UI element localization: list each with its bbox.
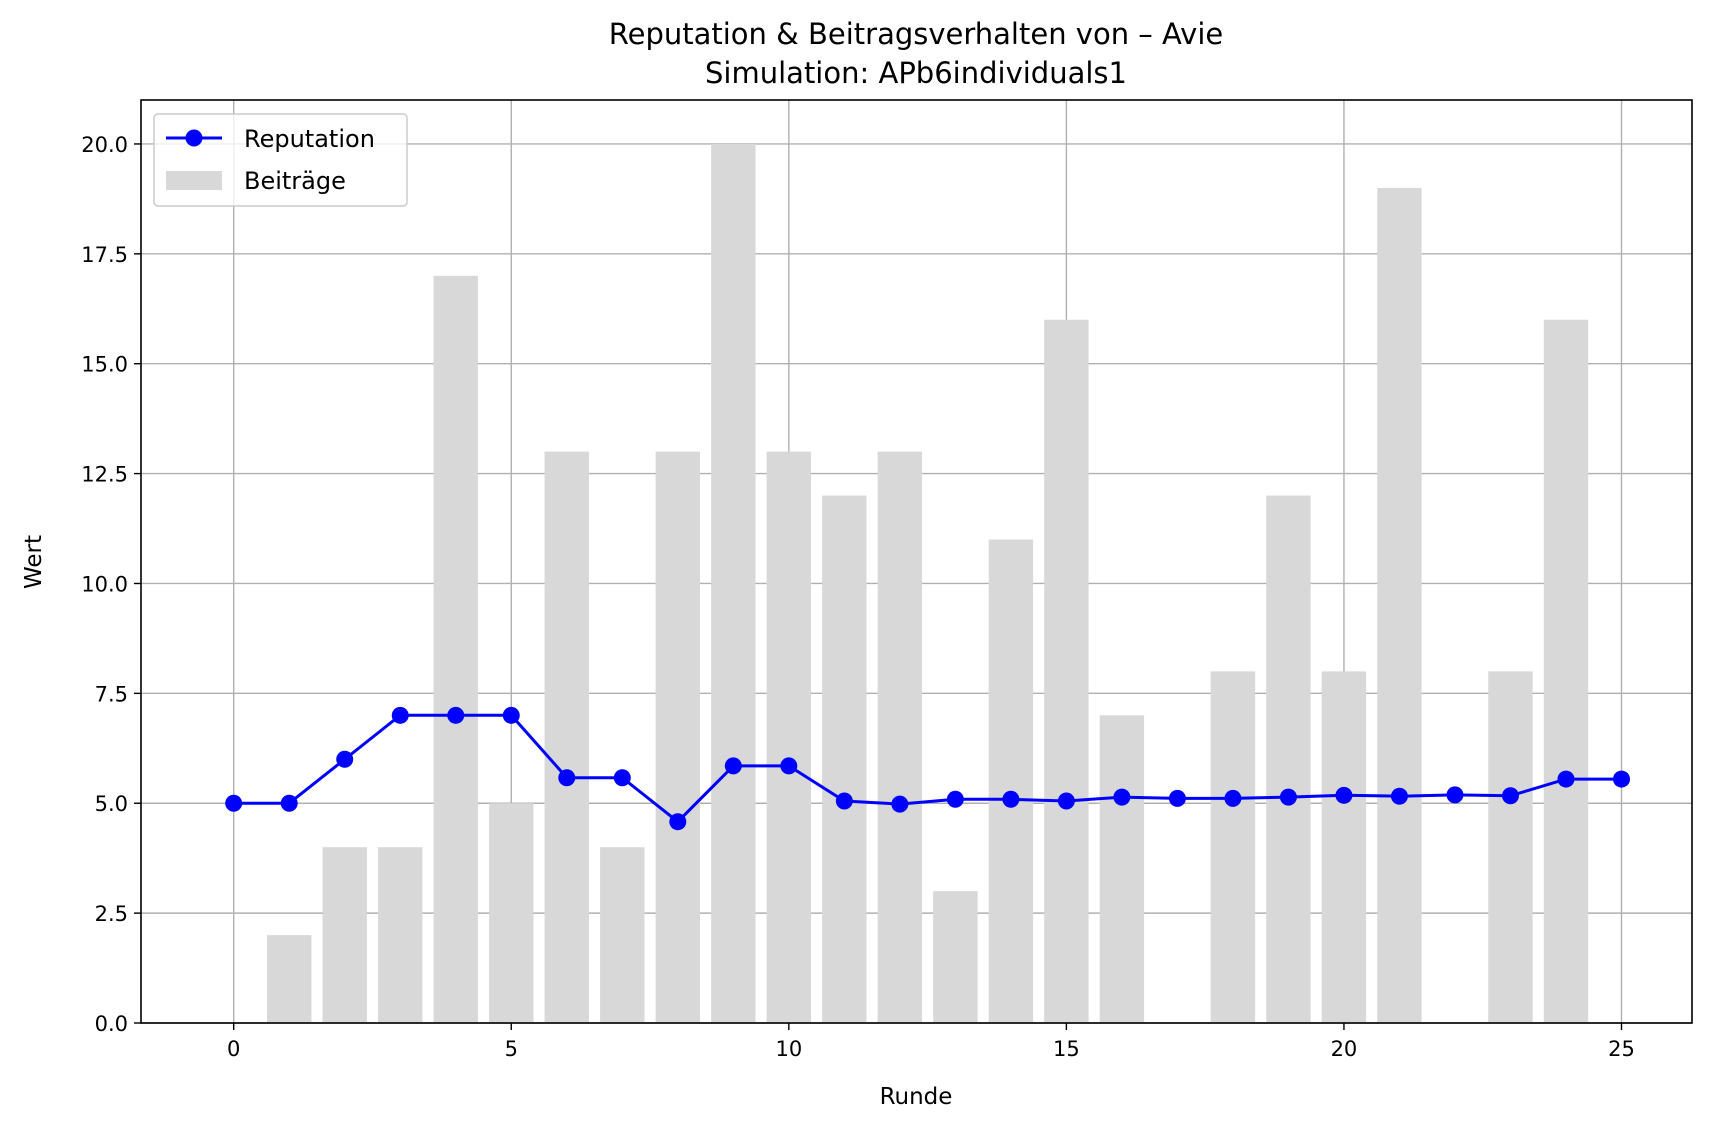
reputation-point-7	[613, 769, 631, 787]
bar-beitraege-8	[655, 451, 701, 1024]
bar-beitraege-9	[711, 143, 756, 1023]
bar-beitraege-15	[1044, 319, 1089, 1023]
legend-label-beitraege: Beiträge	[244, 167, 346, 195]
bar-beitraege-1	[267, 935, 312, 1023]
x-tick-label-4: 20	[1331, 1037, 1358, 1061]
bar-beitraege-5	[489, 803, 534, 1023]
reputation-point-13	[946, 790, 964, 808]
bar-beitraege-19	[1266, 495, 1311, 1024]
reputation-point-24	[1557, 770, 1575, 788]
x-axis-ticks: 0 5 10 15 20 25	[227, 1023, 1635, 1061]
reputation-point-12	[891, 795, 909, 813]
reputation-point-4	[447, 706, 465, 724]
reputation-point-17	[1168, 789, 1186, 807]
bar-beitraege-24	[1543, 319, 1589, 1023]
legend: Reputation Beiträge	[153, 113, 408, 207]
legend-marker-swatch	[185, 129, 203, 147]
y-tick-label-8: 20.0	[81, 133, 128, 157]
bar-beitraege-16	[1099, 715, 1145, 1023]
bar-beitraege-14	[988, 539, 1034, 1023]
reputation-point-5	[502, 706, 520, 724]
bar-beitraege-10	[766, 451, 812, 1024]
reputation-point-14	[1002, 790, 1020, 808]
reputation-point-11	[835, 792, 853, 810]
bar-beitraege-4	[433, 275, 478, 1023]
reputation-point-2	[336, 750, 354, 768]
bar-beitraege-21	[1377, 187, 1422, 1023]
bar-beitraege-23	[1488, 671, 1533, 1023]
reputation-point-1	[280, 794, 298, 812]
x-tick-label-0: 0	[227, 1037, 240, 1061]
reputation-point-8	[669, 813, 687, 831]
y-tick-label-7: 17.5	[81, 243, 128, 267]
y-tick-label-5: 12.5	[81, 463, 128, 487]
reputation-point-19	[1279, 788, 1297, 806]
y-axis-label: Wert	[21, 535, 47, 589]
bar-beitraege-11	[822, 495, 867, 1024]
x-tick-label-2: 10	[775, 1037, 802, 1061]
bar-beitraege-12	[877, 451, 923, 1024]
chart-title: Reputation & Beitragsverhalten von – Avi…	[609, 17, 1223, 51]
reputation-point-22	[1446, 786, 1464, 804]
x-tick-label-5: 25	[1608, 1037, 1635, 1061]
reputation-point-18	[1224, 789, 1242, 807]
line-series-reputation	[225, 706, 1630, 831]
legend-label-reputation: Reputation	[244, 125, 375, 153]
y-tick-label-4: 10.0	[81, 572, 128, 596]
chart-subtitle: Simulation: APb6individuals1	[705, 56, 1127, 90]
y-tick-label-0: 0.0	[95, 1012, 128, 1036]
y-tick-label-1: 2.5	[95, 902, 128, 926]
y-tick-label-6: 15.0	[81, 353, 128, 377]
plot-frame	[140, 99, 1693, 1024]
reputation-point-10	[780, 757, 798, 775]
y-tick-label-3: 7.5	[95, 682, 128, 706]
bar-beitraege-2	[322, 847, 367, 1023]
bar-beitraege-7	[600, 847, 645, 1023]
reputation-point-6	[558, 769, 576, 787]
reputation-point-25	[1613, 770, 1630, 788]
bar-series-beitraege	[267, 143, 1589, 1024]
reputation-point-15	[1057, 792, 1075, 810]
reputation-point-16	[1113, 788, 1131, 806]
x-tick-label-3: 15	[1053, 1037, 1080, 1061]
y-tick-label-2: 5.0	[95, 792, 128, 816]
reputation-point-9	[724, 757, 742, 775]
reputation-point-0	[225, 794, 243, 812]
reputation-point-3	[391, 706, 409, 724]
reputation-point-23	[1501, 787, 1519, 805]
legend-bar-swatch	[166, 171, 222, 190]
bar-beitraege-13	[933, 891, 978, 1023]
reputation-point-21	[1390, 787, 1408, 805]
reputation-line	[233, 713, 1622, 824]
x-tick-label-1: 5	[505, 1037, 518, 1061]
y-axis-ticks: 0.0 2.5 5.0 7.5 10.0 12.5 15.0 17.5 20.0	[81, 133, 141, 1036]
x-axis-label: Runde	[880, 1084, 953, 1110]
reputation-point-20	[1335, 786, 1353, 804]
bar-beitraege-3	[378, 847, 423, 1023]
bar-beitraege-18	[1210, 671, 1256, 1023]
bar-beitraege-20	[1321, 671, 1367, 1023]
bar-beitraege-6	[544, 451, 589, 1024]
